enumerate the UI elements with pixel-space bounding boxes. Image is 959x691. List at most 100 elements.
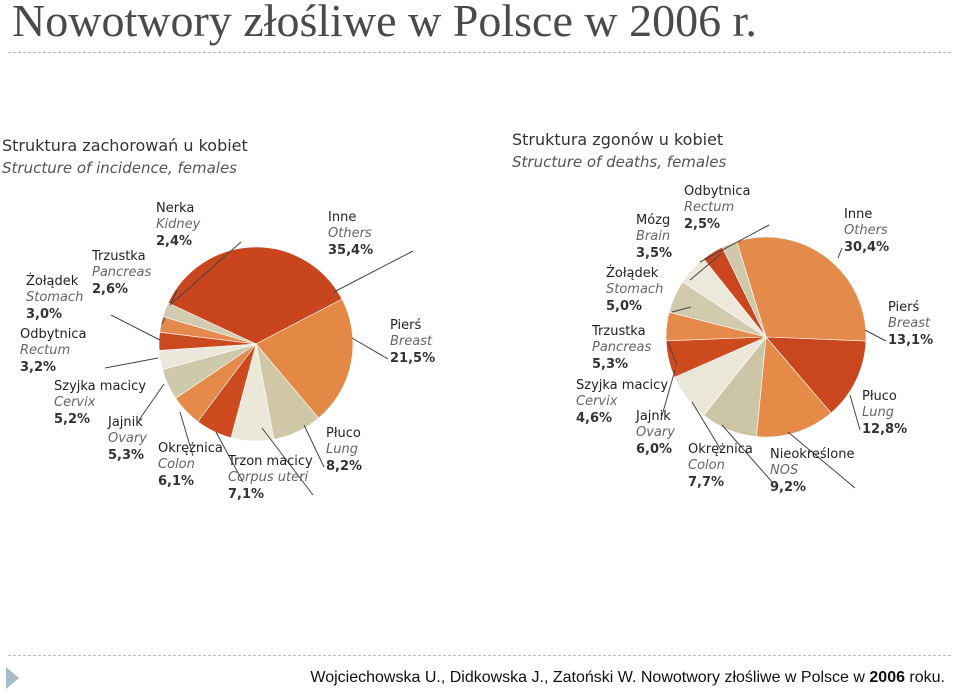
deaths-label-breast: Pierś — [888, 300, 920, 315]
deaths-value-cervix: 4,6% — [576, 411, 612, 426]
incidence-label-en-kidney: Kidney — [156, 217, 201, 232]
incidence-chart-title: Struktura zachorowań u kobiet — [2, 136, 248, 155]
incidence-label-en-others: Others — [328, 226, 372, 241]
incidence-label-en-ovary: Ovary — [108, 431, 147, 446]
incidence-label-pancreas: Trzustka — [91, 249, 146, 264]
deaths-slice-breast — [765, 336, 867, 414]
deaths-leader-colon — [721, 424, 774, 484]
incidence-label-others: Inne — [328, 210, 356, 225]
deaths-label-cervix: Szyjka macicy — [576, 378, 668, 393]
incidence-value-corpus-uteri: 7,1% — [228, 487, 264, 502]
incidence-label-en-lung: Lung — [326, 442, 358, 457]
incidence-label-en-corpus-uteri: Corpus uteri — [228, 470, 308, 485]
deaths-slice-lung — [756, 336, 832, 438]
deaths-value-rectum: 2,5% — [684, 217, 720, 232]
incidence-label-en-pancreas: Pancreas — [92, 265, 152, 280]
deaths-slice-others — [736, 236, 867, 342]
deaths-value-lung: 12,8% — [862, 422, 907, 437]
deaths-label-en-lung: Lung — [862, 405, 894, 420]
incidence-leader-others — [333, 250, 414, 293]
deaths-value-pancreas: 5,3% — [592, 357, 628, 372]
slide-title: Nowotwory złośliwe w Polsce w 2006 r. — [12, 0, 757, 46]
deaths-label-others: Inne — [844, 207, 872, 222]
deaths-value-stomach: 5,0% — [606, 299, 642, 314]
incidence-value-colon: 6,1% — [158, 474, 194, 489]
deaths-label-en-brain: Brain — [636, 229, 670, 244]
deaths-value-ovary: 6,0% — [636, 442, 672, 457]
incidence-value-pancreas: 2,6% — [92, 282, 128, 297]
citation-text: Wojciechowska U., Didkowska J., Zatoński… — [310, 669, 870, 686]
deaths-value-others: 30,4% — [844, 240, 889, 255]
incidence-label-lung: Płuco — [326, 426, 361, 441]
incidence-label-en-cervix: Cervix — [54, 395, 96, 410]
incidence-leader-cervix — [138, 383, 165, 421]
incidence-chart: Struktura zachorowań u kobiet Structure … — [2, 136, 435, 502]
deaths-value-nos: 9,2% — [770, 480, 806, 495]
incidence-leader-corpus-uteri — [261, 427, 314, 496]
title-divider — [8, 52, 951, 53]
deaths-label-en-ovary: Ovary — [636, 425, 675, 440]
incidence-value-lung: 8,2% — [326, 459, 362, 474]
incidence-slice-kidney — [162, 302, 257, 345]
deaths-value-colon: 7,7% — [688, 475, 724, 490]
deaths-label-en-breast: Breast — [888, 316, 931, 331]
incidence-value-others: 35,4% — [328, 243, 373, 258]
deaths-label-en-stomach: Stomach — [606, 282, 663, 297]
incidence-label-en-breast: Breast — [390, 334, 433, 349]
deaths-leader-others — [837, 247, 843, 259]
incidence-label-cervix: Szyjka macicy — [54, 379, 146, 394]
incidence-value-rectum: 3,2% — [20, 360, 56, 375]
deaths-chart: Struktura zgonów u kobiet Structure of d… — [512, 130, 933, 495]
deaths-leader-cervix — [660, 369, 676, 420]
citation-year: 2006 — [869, 669, 905, 686]
incidence-leader-colon — [215, 431, 244, 483]
deaths-label-brain: Mózg — [636, 213, 670, 228]
deaths-label-en-cervix: Cervix — [576, 394, 618, 409]
incidence-label-breast: Pierś — [390, 318, 422, 333]
citation: Wojciechowska U., Didkowska J., Zatoński… — [310, 669, 945, 687]
deaths-chart-subtitle: Structure of deaths, females — [512, 153, 726, 171]
deaths-label-stomach: Żołądek — [606, 265, 659, 281]
incidence-label-en-colon: Colon — [158, 457, 195, 472]
incidence-leader-stomach — [110, 314, 161, 341]
incidence-slice-breast — [255, 298, 354, 419]
deaths-label-en-rectum: Rectum — [684, 200, 734, 215]
deaths-leader-pancreas — [667, 341, 678, 366]
deaths-label-nos: Nieokreślone — [770, 447, 854, 462]
incidence-leader-rectum — [104, 357, 159, 369]
deaths-leader-rectum — [699, 224, 770, 263]
deaths-label-lung: Płuco — [862, 389, 897, 404]
incidence-value-breast: 21,5% — [390, 351, 435, 366]
incidence-label-ovary: Jajnik — [107, 415, 143, 430]
deaths-leader-lung — [849, 394, 861, 431]
deaths-label-en-colon: Colon — [688, 458, 725, 473]
footer-divider — [8, 655, 951, 656]
deaths-slice-rectum — [721, 240, 767, 338]
incidence-label-corpus-uteri: Trzon macicy — [227, 454, 313, 469]
deaths-leader-brain — [689, 253, 722, 281]
citation-end: roku. — [904, 669, 945, 686]
incidence-label-stomach: Żołądek — [26, 273, 79, 289]
deaths-value-brain: 3,5% — [636, 246, 672, 261]
deaths-label-ovary: Jajnik — [635, 409, 671, 424]
incidence-value-ovary: 5,3% — [108, 448, 144, 463]
deaths-chart-title: Struktura zgonów u kobiet — [512, 130, 723, 149]
incidence-label-rectum: Odbytnica — [20, 327, 87, 342]
incidence-value-stomach: 3,0% — [26, 307, 62, 322]
pie-charts: Struktura zachorowań u kobiet Structure … — [2, 130, 933, 502]
deaths-leader-ovary — [691, 401, 722, 451]
incidence-label-en-rectum: Rectum — [20, 343, 70, 358]
deaths-value-breast: 13,1% — [888, 333, 933, 348]
footer-arrow-icon — [6, 667, 19, 689]
incidence-label-en-stomach: Stomach — [26, 290, 83, 305]
deaths-label-en-pancreas: Pancreas — [592, 340, 652, 355]
incidence-chart-subtitle: Structure of incidence, females — [2, 159, 237, 177]
incidence-slice-others — [167, 246, 343, 345]
incidence-leader-lung — [303, 424, 325, 468]
incidence-label-kidney: Nerka — [156, 201, 194, 216]
incidence-value-kidney: 2,4% — [156, 234, 192, 249]
deaths-label-pancreas: Trzustka — [591, 324, 646, 339]
deaths-label-rectum: Odbytnica — [684, 184, 751, 199]
